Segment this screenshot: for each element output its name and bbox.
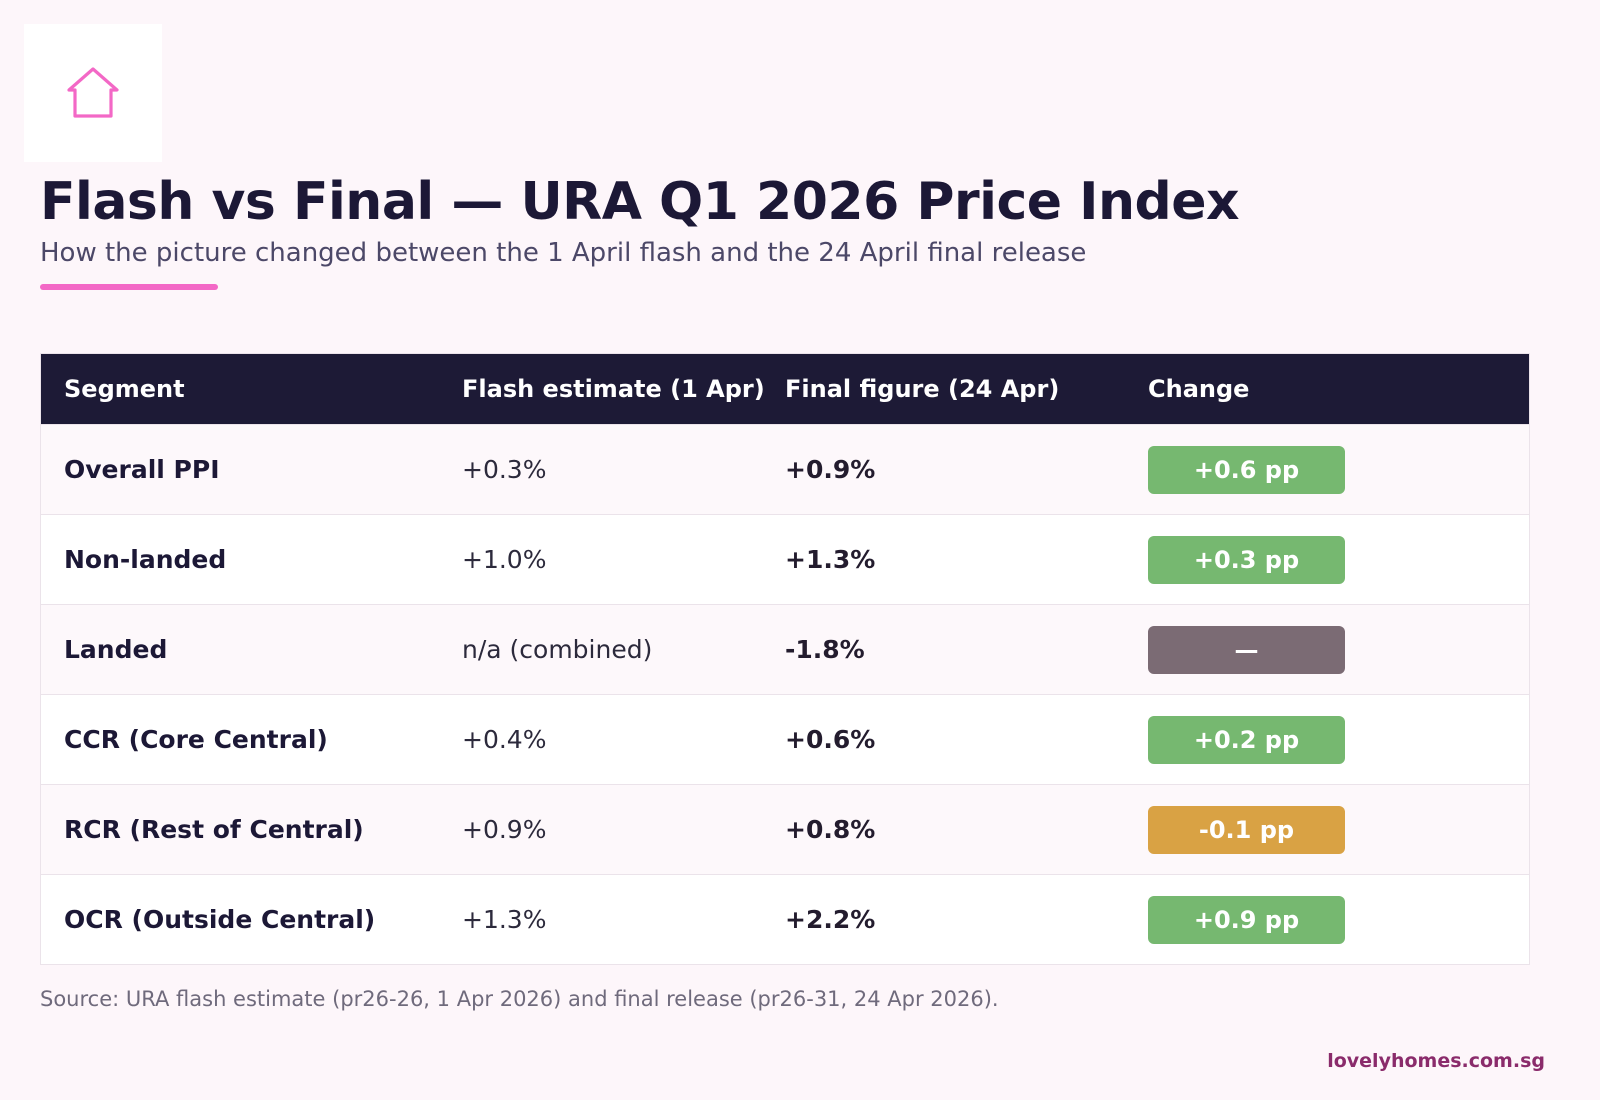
change-badge: +0.6 pp [1148,445,1345,494]
change-badge: — [1148,625,1345,674]
table-header: Segment Flash estimate (1 Apr) Final fig… [41,354,1529,424]
final-cell: +2.2% [785,905,876,934]
segment-cell: Non-landed [64,545,227,574]
change-cell: — [1148,625,1529,674]
column-header-change: Change [1148,375,1250,403]
table-row: Landed n/a (combined) -1.8% — [41,604,1529,694]
change-badge: +0.9 pp [1148,895,1345,944]
table-row: Non-landed +1.0% +1.3% +0.3 pp [41,514,1529,604]
logo [24,24,162,162]
change-badge: +0.2 pp [1148,715,1345,764]
flash-cell: +0.4% [462,725,547,754]
segment-cell: CCR (Core Central) [64,725,328,754]
change-cell: +0.6 pp [1148,445,1529,494]
change-badge: +0.3 pp [1148,535,1345,584]
flash-cell: n/a (combined) [462,635,653,664]
page-subtitle: How the picture changed between the 1 Ap… [40,238,1087,268]
comparison-table: Segment Flash estimate (1 Apr) Final fig… [40,353,1530,965]
column-header-flash: Flash estimate (1 Apr) [462,375,765,403]
table-row: RCR (Rest of Central) +0.9% +0.8% -0.1 pp [41,784,1529,874]
change-cell: +0.9 pp [1148,895,1529,944]
page-title: Flash vs Final — URA Q1 2026 Price Index [40,172,1240,232]
flash-cell: +1.3% [462,905,547,934]
final-cell: +0.6% [785,725,876,754]
segment-cell: Overall PPI [64,455,220,484]
table-row: OCR (Outside Central) +1.3% +2.2% +0.9 pp [41,874,1529,964]
column-header-segment: Segment [64,375,185,403]
flash-cell: +0.3% [462,455,547,484]
accent-divider [40,284,218,290]
flash-cell: +0.9% [462,815,547,844]
table-body: Overall PPI +0.3% +0.9% +0.6 pp Non-landed +1… [41,424,1529,964]
house-icon [67,67,119,118]
flash-cell: +1.0% [462,545,547,574]
change-cell: +0.2 pp [1148,715,1529,764]
source-note: Source: URA flash estimate (pr26-26, 1 A… [40,987,999,1011]
final-cell: +0.9% [785,455,876,484]
final-cell: +0.8% [785,815,876,844]
segment-cell: RCR (Rest of Central) [64,815,364,844]
column-header-final: Final figure (24 Apr) [785,375,1060,403]
final-cell: -1.8% [785,635,865,664]
segment-cell: OCR (Outside Central) [64,905,376,934]
change-cell: -0.1 pp [1148,805,1529,854]
segment-cell: Landed [64,635,168,664]
table-row: CCR (Core Central) +0.4% +0.6% +0.2 pp [41,694,1529,784]
table-row: Overall PPI +0.3% +0.9% +0.6 pp [41,424,1529,514]
final-cell: +1.3% [785,545,876,574]
change-badge: -0.1 pp [1148,805,1345,854]
brand-link[interactable]: lovelyhomes.com.sg [1327,1050,1545,1072]
change-cell: +0.3 pp [1148,535,1529,584]
